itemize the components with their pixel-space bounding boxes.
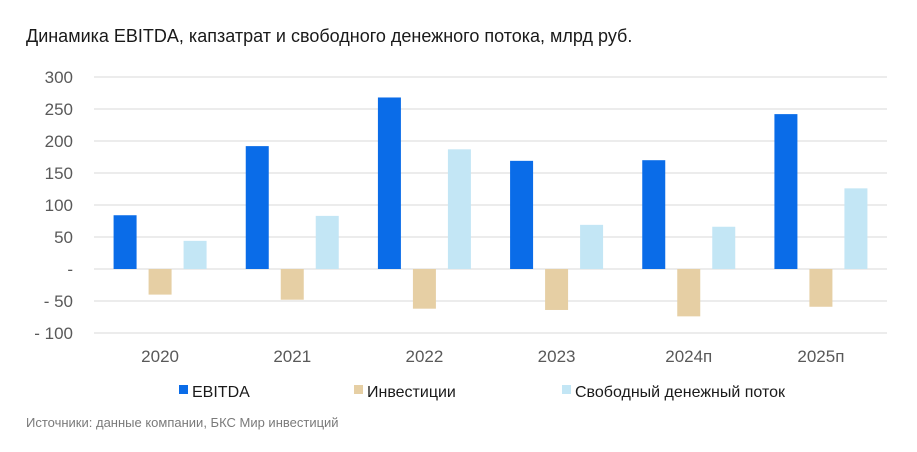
- bar: [580, 224, 604, 269]
- bar: [245, 146, 269, 269]
- bar: [377, 97, 401, 269]
- y-tick-label: - 50: [44, 292, 73, 311]
- legend: EBITDA Инвестиции Свободный денежный поток: [179, 384, 786, 401]
- grid-lines: [94, 76, 887, 334]
- x-tick-label: 2022: [406, 347, 444, 366]
- bar: [148, 269, 172, 295]
- bar: [183, 240, 207, 269]
- legend-label: Свободный денежный поток: [575, 384, 786, 401]
- bar: [113, 215, 137, 269]
- y-tick-label: -: [67, 260, 73, 279]
- source-note: Источники: данные компании, БКС Мир инве…: [26, 415, 339, 430]
- bars: [113, 97, 868, 317]
- x-tick-label: 2021: [273, 347, 311, 366]
- bar: [774, 114, 798, 270]
- y-tick-label: - 100: [34, 324, 73, 343]
- bar: [844, 188, 868, 269]
- x-axis: 2020 2021 2022 2023 2024п 2025п: [141, 347, 844, 366]
- legend-label: Инвестиции: [367, 384, 456, 401]
- bar: [809, 269, 833, 307]
- x-tick-label: 2024п: [665, 347, 712, 366]
- y-tick-label: 250: [45, 100, 73, 119]
- x-tick-label: 2025п: [797, 347, 844, 366]
- bar: [642, 160, 666, 269]
- bar: [280, 269, 304, 300]
- y-tick-label: 300: [45, 68, 73, 87]
- legend-swatch: [562, 385, 571, 394]
- bar: [412, 269, 436, 309]
- x-tick-label: 2023: [538, 347, 576, 366]
- y-tick-label: 50: [54, 228, 73, 247]
- bar: [545, 269, 569, 310]
- y-axis: 300 250 200 150 100 50 - - 50 - 100: [34, 68, 73, 343]
- bar: [677, 269, 701, 317]
- y-tick-label: 150: [45, 164, 73, 183]
- bar: [315, 215, 339, 269]
- legend-swatch: [354, 385, 363, 394]
- bar: [712, 226, 736, 269]
- chart-title: Динамика EBITDA, капзатрат и свободного …: [26, 26, 633, 46]
- bar: [447, 149, 471, 269]
- bar: [510, 160, 534, 269]
- x-tick-label: 2020: [141, 347, 179, 366]
- y-tick-label: 100: [45, 196, 73, 215]
- legend-label: EBITDA: [192, 384, 250, 401]
- legend-swatch: [179, 385, 188, 394]
- y-tick-label: 200: [45, 132, 73, 151]
